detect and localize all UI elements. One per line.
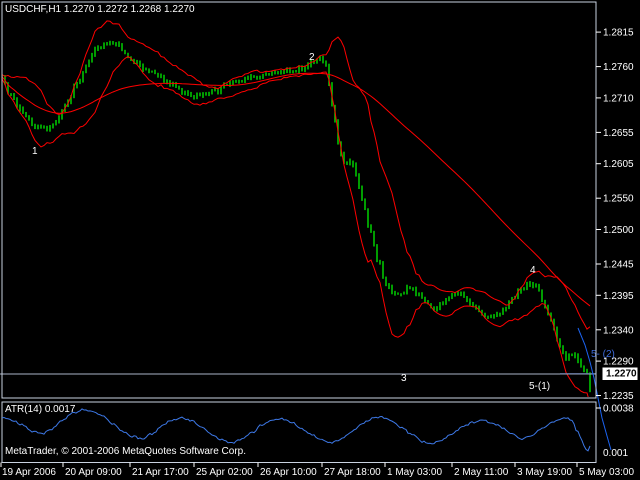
svg-text:0.001: 0.001 <box>603 448 628 459</box>
svg-text:3: 3 <box>401 373 407 384</box>
svg-text:19 Apr 2006: 19 Apr 2006 <box>2 467 56 478</box>
svg-text:3 May 19:00: 3 May 19:00 <box>517 467 572 478</box>
svg-text:21 Apr 17:00: 21 Apr 17:00 <box>132 467 189 478</box>
svg-text:1.2340: 1.2340 <box>603 325 634 336</box>
svg-text:5-(1): 5-(1) <box>529 381 550 392</box>
svg-text:1.2655: 1.2655 <box>603 128 634 139</box>
svg-text:1.2605: 1.2605 <box>603 159 634 170</box>
svg-text:1.2815: 1.2815 <box>603 28 634 39</box>
svg-text:0.0038: 0.0038 <box>603 404 634 415</box>
svg-text:1.2235: 1.2235 <box>603 391 634 402</box>
svg-text:1.2500: 1.2500 <box>603 225 634 236</box>
svg-text:27 Apr 18:00: 27 Apr 18:00 <box>324 467 381 478</box>
svg-text:2: 2 <box>309 52 315 63</box>
svg-text:1.2710: 1.2710 <box>603 93 634 104</box>
svg-text:MetaTrader, © 2001-2006 MetaQu: MetaTrader, © 2001-2006 MetaQuotes Softw… <box>5 446 246 457</box>
svg-text:1: 1 <box>32 146 38 157</box>
svg-text:1.2550: 1.2550 <box>603 194 634 205</box>
svg-text:5 May 03:00: 5 May 03:00 <box>579 467 634 478</box>
svg-text:1.2270: 1.2270 <box>606 369 637 380</box>
svg-text:4: 4 <box>530 265 536 276</box>
svg-text:2 May 11:00: 2 May 11:00 <box>454 467 509 478</box>
svg-text:1.2395: 1.2395 <box>603 291 634 302</box>
svg-text:25 Apr 02:00: 25 Apr 02:00 <box>196 467 253 478</box>
svg-text:USDCHF,H1 1.2270 1.2272 1.226: USDCHF,H1 1.2270 1.2272 1.2268 1.2270 <box>5 4 195 15</box>
svg-text:ATR(14) 0.0017: ATR(14) 0.0017 <box>5 404 76 415</box>
svg-text:1.2760: 1.2760 <box>603 62 634 73</box>
svg-text:1.2290: 1.2290 <box>603 357 634 368</box>
svg-text:26 Apr 10:00: 26 Apr 10:00 <box>260 467 317 478</box>
svg-text:1 May 03:00: 1 May 03:00 <box>387 467 442 478</box>
svg-text:1.2445: 1.2445 <box>603 260 634 271</box>
svg-text:20 Apr 09:00: 20 Apr 09:00 <box>65 467 122 478</box>
